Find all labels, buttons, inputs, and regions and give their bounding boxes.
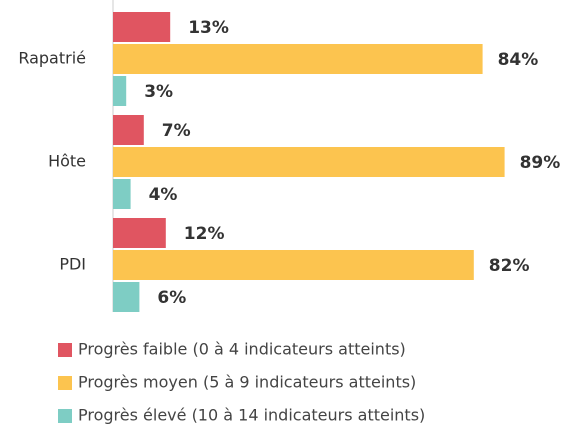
legend-swatch — [58, 409, 72, 423]
bar — [113, 44, 483, 74]
legend-swatch — [58, 343, 72, 357]
value-label: 82% — [489, 256, 530, 276]
legend-swatch — [58, 376, 72, 390]
value-label: 6% — [157, 288, 186, 308]
category-label: PDI — [59, 255, 86, 274]
value-label: 7% — [162, 121, 191, 141]
bar — [113, 147, 505, 177]
bar — [113, 250, 474, 280]
category-label: Rapatrié — [18, 49, 86, 68]
value-label: 4% — [149, 185, 178, 205]
value-label: 84% — [498, 50, 539, 70]
bar — [113, 179, 131, 209]
value-label: 89% — [520, 153, 561, 173]
bar — [113, 218, 166, 248]
category-label: Hôte — [48, 152, 86, 171]
value-label: 3% — [144, 82, 173, 102]
bar — [113, 76, 127, 106]
legend-label: Progrès moyen (5 à 9 indicateurs atteint… — [78, 373, 416, 392]
legend-label: Progrès faible (0 à 4 indicateurs attein… — [78, 340, 406, 359]
value-label: 13% — [188, 18, 229, 38]
bar — [113, 282, 140, 312]
legend-label: Progrès élevé (10 à 14 indicateurs attei… — [78, 406, 425, 425]
value-label: 12% — [184, 224, 225, 244]
bar — [113, 12, 171, 42]
bar — [113, 115, 144, 145]
